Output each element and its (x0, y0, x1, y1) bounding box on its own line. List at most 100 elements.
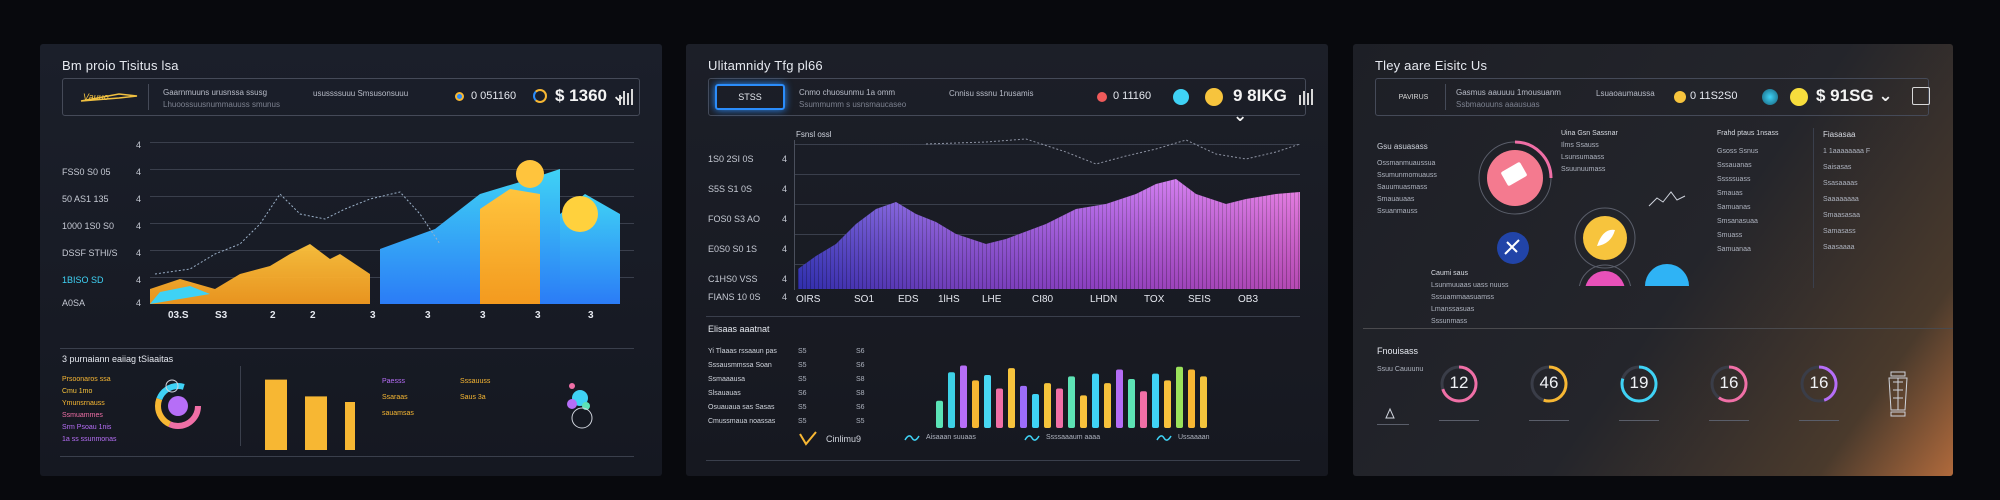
x-axis-label: SO1 (854, 294, 875, 305)
mini-label: Paesss (382, 378, 405, 385)
legend-item: Srm Psoau 1nis (62, 424, 112, 431)
logo-text: Vauuo (83, 92, 109, 102)
list-item-value: S8 (856, 376, 865, 383)
y-axis-label: DSSF STHI/S (62, 248, 118, 258)
y-axis-tick: 4 (136, 194, 142, 204)
gauge-underline (1439, 420, 1479, 421)
bubble-cluster (1478, 140, 1689, 286)
bar (936, 400, 943, 428)
bar (960, 365, 967, 428)
x-axis-label: 2 (310, 310, 316, 321)
y-axis-label: S5S S1 0S (708, 184, 753, 194)
bar (1116, 369, 1123, 428)
y-axis-tick: 4 (782, 154, 788, 164)
coin-icon (1205, 88, 1223, 106)
logo[interactable]: Vauuo (69, 84, 149, 110)
circle-icon (1762, 89, 1778, 105)
header-value[interactable]: $ 1360 ⌄ (555, 86, 626, 105)
panel-header: PAVIRUS Gasmus aauuuu 1mousuanm Ssbmaouu… (1375, 78, 1930, 116)
right-col1-item: Smuass (1717, 232, 1743, 239)
list-item-value: S5 (798, 348, 807, 355)
bar (1008, 368, 1015, 428)
lock-icon (1385, 407, 1395, 419)
logo-arrow-icon (80, 93, 137, 102)
peak-dot-2 (562, 196, 598, 232)
bubble-magenta (1585, 271, 1625, 286)
list-item-value: S6 (856, 362, 865, 369)
bar (1044, 383, 1051, 428)
bar-chart-icon[interactable] (619, 89, 635, 105)
gauge-underline (1619, 420, 1659, 421)
x-axis-label: 2 (270, 310, 276, 321)
bar (1200, 376, 1207, 428)
mini-bar (305, 396, 327, 450)
bar (1104, 383, 1111, 428)
y-axis-tick: 4 (136, 167, 142, 177)
gauge-ring-icon (1620, 365, 1658, 403)
x-axis-label: TOX (1144, 294, 1165, 305)
bar (1080, 395, 1087, 428)
left-line: Sauumuasmass (1377, 184, 1428, 191)
x-axis-label: CI80 (1032, 294, 1054, 305)
gauge: 16 (1707, 362, 1751, 406)
panel-title: Bm proio Tisitus lsa (62, 58, 179, 73)
y-axis-tick: 4 (136, 221, 142, 231)
y-axis-label: FIANS 10 0S (708, 292, 761, 302)
x-axis-label: 03.S (168, 310, 189, 321)
header-line-2: Lhuoossuusnummauuss smunus (163, 100, 280, 109)
header-value[interactable]: $ 91SG ⌄ (1816, 86, 1893, 105)
gauge: 19 (1617, 362, 1661, 406)
right-col1-item: Samuanas (1717, 204, 1751, 211)
ring-icon (533, 89, 547, 103)
list-item-value: S5 (798, 376, 807, 383)
x-axis-label: 1lHS (938, 294, 960, 305)
right-col2-item: Ssasaaaas (1823, 180, 1858, 187)
gauge-ring-icon (1440, 365, 1478, 403)
list-item-value: S6 (856, 348, 865, 355)
logo[interactable]: PAVIRUS (1382, 84, 1446, 110)
bar (972, 380, 979, 428)
header-line-2: Ssbmaouuns aaausuas (1456, 100, 1540, 109)
mini-label: Saus 3a (460, 394, 486, 401)
y-axis-tick: 4 (782, 184, 788, 194)
dashboard-panel-3: Tley aare Eisitc Us PAVIRUS Gasmus aauuu… (1353, 44, 1953, 476)
status-dot-icon (455, 92, 464, 101)
status-dot-icon (1097, 92, 1107, 102)
left-line: Ssumunmomuauss (1377, 172, 1437, 179)
bar (1176, 366, 1183, 428)
series-yellow-area-2 (480, 189, 540, 304)
panel-header: Vauuo Gaarnmuuns urusnssa ssusg Lhuoossu… (62, 78, 640, 116)
bar (1164, 380, 1171, 428)
footer-item-1: Cinlimu9 (826, 434, 862, 444)
y-axis-label: C1HS0 VSS (708, 274, 758, 284)
y-axis-tick: 4 (782, 244, 788, 254)
gauge-underline (1709, 420, 1749, 421)
gauge-ring-icon (1710, 365, 1748, 403)
legend-item: Ssmuammes (62, 412, 103, 419)
grid-icon[interactable] (1912, 87, 1930, 105)
gauge: 16 (1797, 362, 1841, 406)
left-line: Smauauaas (1377, 196, 1415, 203)
logo[interactable]: STSS (715, 84, 785, 110)
header-value[interactable]: 9 8IKG ⌄ (1233, 86, 1287, 125)
mid-bottom-line: Sssunmass (1431, 318, 1468, 325)
x-axis-label: OB3 (1238, 294, 1259, 305)
footer-item-2: Aisaaan suuaas (926, 434, 976, 441)
mini-bar-chart (265, 379, 355, 450)
gauge-ring-icon (1530, 365, 1568, 403)
mid-top-line: Ssuunuumass (1561, 166, 1606, 173)
coin-icon (1790, 88, 1808, 106)
right-col1-item: Samuanaa (1717, 246, 1751, 253)
y-axis-tick: 4 (782, 292, 788, 302)
x-axis-label: 3 (370, 310, 376, 321)
multicolor-bar-chart (936, 365, 1207, 428)
list-item-label: Sssausmmssa Soan (708, 362, 772, 369)
x-axis-label: 3 (588, 310, 594, 321)
x-axis-label: 3 (425, 310, 431, 321)
bar-chart-icon[interactable] (1299, 89, 1315, 105)
donut-chart (155, 379, 201, 429)
gauge-value: 16 (1809, 373, 1829, 392)
right-col2-item: Smaasasaa (1823, 212, 1860, 219)
x-axis-label: OIRS (796, 294, 821, 305)
header-line-1: Gasmus aauuuu 1mousuanm (1456, 88, 1561, 97)
